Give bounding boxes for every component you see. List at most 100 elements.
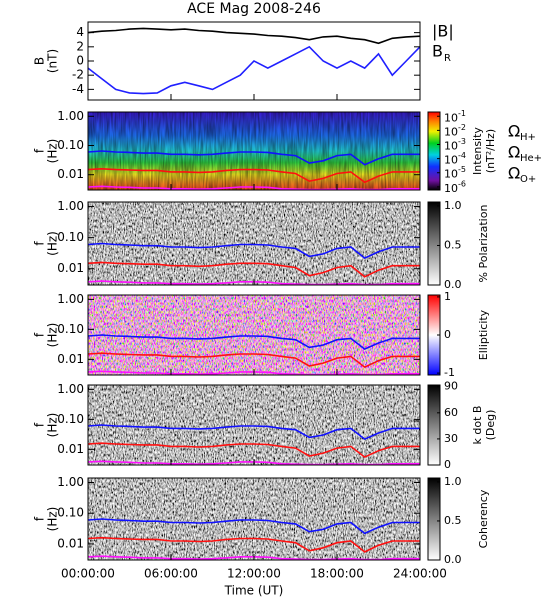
spectrogram [88, 202, 420, 285]
y-tick-label: 0.01 [57, 536, 84, 550]
colorbar-tick-label: 0.5 [444, 514, 462, 527]
line [87, 27, 421, 45]
x-tick-label: 24:00:00 [393, 567, 447, 581]
colorbar-tick-label: 10 [444, 125, 458, 138]
colorbar [427, 111, 441, 191]
colorbar-tick-exponent: -2 [458, 123, 466, 132]
colorbar [427, 477, 441, 561]
y-axis-label: B [33, 57, 47, 65]
legend-label: Ω [508, 143, 520, 162]
spectrogram [88, 478, 420, 560]
colorbar [427, 384, 441, 466]
x-axis-label: Time (UT) [224, 584, 284, 598]
y-tick-label: 0 [76, 54, 84, 68]
y-tick-label: 1.00 [57, 382, 84, 396]
colorbar-tick-label: 1.0 [444, 475, 462, 488]
colorbar-tick-label: 10 [444, 168, 458, 181]
y-axis-unit: (Hz) [46, 323, 60, 348]
y-axis-label: f [33, 422, 47, 427]
colorbar-label: Coherency [477, 489, 490, 548]
line [87, 45, 421, 95]
spectrogram [88, 295, 420, 375]
line [87, 261, 420, 278]
line [87, 334, 420, 351]
y-tick-label: 0.10 [57, 506, 84, 520]
spectrogram [88, 385, 420, 465]
colorbar-tick-label: 10 [444, 182, 458, 195]
colorbar-tick-label: 10 [444, 111, 458, 124]
line [87, 536, 420, 553]
line [87, 442, 420, 459]
colorbar-tick-label: 0.0 [444, 278, 462, 291]
y-axis-label: f [33, 516, 47, 521]
y-axis-label: f [33, 241, 47, 246]
colorbar-label: % Polarization [477, 205, 490, 283]
y-tick-label: 1.00 [57, 292, 84, 306]
colorbar-tick-label: 0.0 [444, 553, 462, 566]
y-tick-label: 0.01 [57, 352, 84, 366]
y-tick-label: 0.01 [57, 442, 84, 456]
y-tick-label: 0.10 [57, 230, 84, 244]
y-axis-unit: (Hz) [46, 139, 60, 164]
y-axis-unit: (Hz) [46, 507, 60, 532]
y-tick-label: 1.00 [57, 475, 84, 489]
colorbar-tick-label: -1 [444, 366, 455, 379]
colorbar-tick-label: 10 [444, 154, 458, 167]
colorbar-tick-exponent: -4 [458, 151, 466, 160]
y-axis-unit: (Hz) [46, 231, 60, 256]
legend-label: Ω [508, 164, 520, 183]
y-tick-label: 0.10 [57, 412, 84, 426]
legend-subscript: He+ [520, 153, 542, 164]
colorbar-tick-label: 1 [444, 290, 451, 303]
legend-subscript: O+ [520, 174, 536, 185]
line [87, 424, 420, 441]
colorbar-tick-exponent: -1 [458, 109, 466, 118]
legend-label: B [432, 42, 443, 61]
colorbar-tick-exponent: -6 [458, 179, 466, 188]
colorbar-tick-label: 1.0 [444, 199, 462, 212]
spectrogram-texture [88, 112, 420, 190]
y-tick-label: 4 [76, 25, 84, 39]
x-tick-label: 00:00:00 [61, 567, 115, 581]
colorbar-tick-label: 10 [444, 139, 458, 152]
colorbar-tick-label: 0.5 [444, 238, 462, 251]
line [87, 167, 420, 184]
y-tick-label: 1.00 [57, 109, 84, 123]
colorbar-label: Ellipticity [477, 309, 490, 360]
legend-label: Ω [508, 122, 520, 141]
y-axis-label: f [33, 148, 47, 153]
y-axis-label: f [33, 332, 47, 337]
y-tick-label: 0.01 [57, 167, 84, 181]
y-tick-label: -2 [72, 68, 84, 82]
line [87, 242, 420, 260]
colorbar-label: k dot B [471, 406, 484, 445]
y-tick-label: 2 [76, 39, 84, 53]
colorbar-tick-label: 90 [444, 380, 458, 393]
colorbar-tick-label: 30 [444, 432, 458, 445]
x-tick-label: 06:00:00 [144, 567, 198, 581]
y-tick-label: 0.10 [57, 322, 84, 336]
y-tick-label: -4 [72, 82, 84, 96]
legend-label: |B| [432, 22, 454, 41]
colorbar-label: Intensity [471, 127, 484, 175]
legend-subscript: R [444, 53, 451, 64]
line [87, 352, 420, 369]
line [87, 518, 420, 535]
y-axis-unit: (Hz) [46, 413, 60, 438]
colorbar [427, 201, 441, 286]
colorbar-unit: (Deg) [484, 410, 497, 441]
chart-title: ACE Mag 2008-246 [187, 1, 321, 17]
line [87, 150, 420, 166]
colorbar-tick-label: 0 [444, 458, 451, 471]
legend-subscript: H+ [520, 132, 536, 143]
colorbar-tick-exponent: -3 [458, 137, 466, 146]
x-tick-label: 18:00:00 [310, 567, 364, 581]
colorbar-unit: (nT²/Hz) [484, 129, 497, 173]
colorbar-tick-label: 60 [444, 406, 458, 419]
y-tick-label: 0.01 [57, 261, 84, 275]
colorbar-tick-label: 0 [444, 328, 451, 341]
x-tick-label: 12:00:00 [227, 567, 281, 581]
y-tick-label: 0.10 [57, 138, 84, 152]
colorbar-tick-exponent: -5 [458, 165, 466, 174]
